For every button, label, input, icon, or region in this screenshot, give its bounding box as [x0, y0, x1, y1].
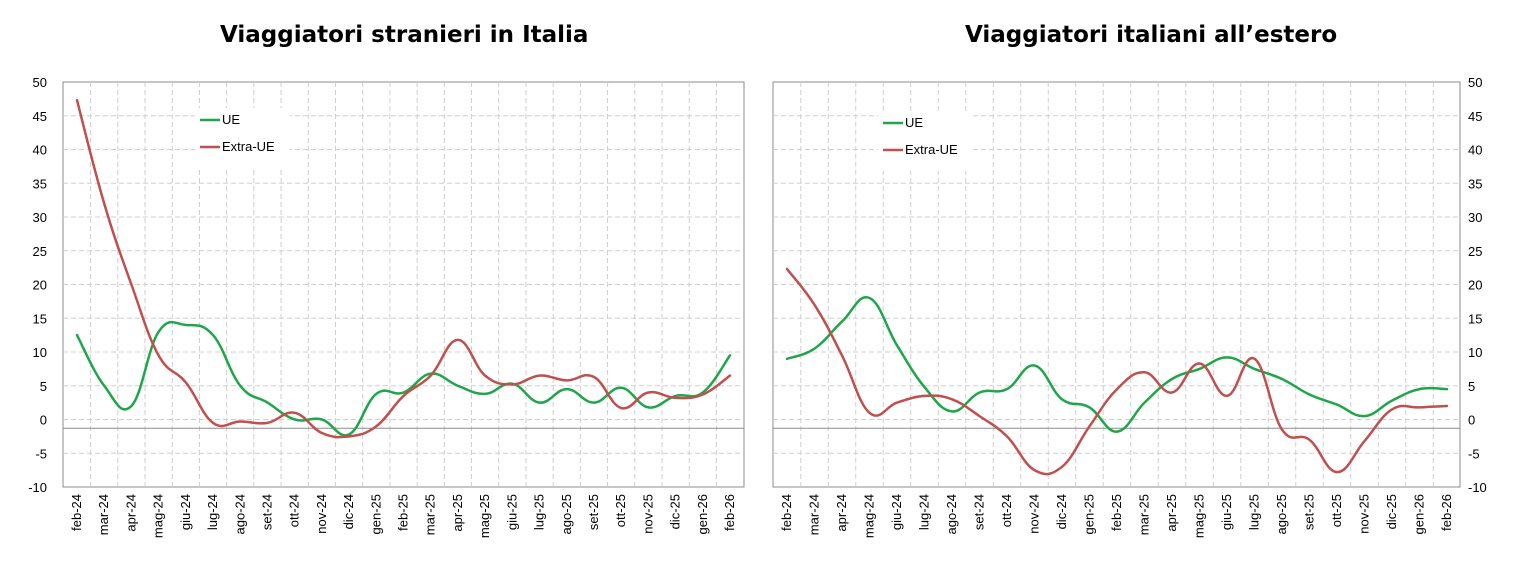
legend-label: UE — [222, 112, 240, 127]
y-tick-label: -5 — [1468, 446, 1480, 461]
y-tick-label: 15 — [33, 311, 47, 326]
series-line-ue — [785, 296, 1449, 433]
x-tick-label: feb-26 — [722, 494, 737, 531]
x-tick-label: set-25 — [586, 494, 601, 530]
x-tick-label: dic-24 — [1054, 494, 1069, 529]
x-tick-label: lug-25 — [1247, 494, 1262, 530]
y-tick-label: 20 — [1468, 278, 1482, 293]
x-tick-label: mar-24 — [96, 494, 111, 535]
x-tick-label: giu-24 — [178, 494, 193, 530]
legend-label: Extra-UE — [222, 139, 275, 154]
x-tick-label: gen-26 — [1412, 494, 1427, 534]
x-tick-label: gen-25 — [368, 494, 383, 534]
x-tick-label: dic-24 — [341, 494, 356, 529]
x-tick-label: ott-25 — [613, 494, 628, 527]
y-tick-label: 50 — [33, 75, 47, 90]
x-tick-label: gen-25 — [1082, 494, 1097, 534]
x-tick-label: mar-25 — [1137, 494, 1152, 535]
chart-title-left: Viaggiatori stranieri in Italia — [220, 22, 589, 48]
y-tick-label: 25 — [1468, 244, 1482, 259]
x-tick-label: lug-24 — [205, 494, 220, 530]
x-tick-label: apr-25 — [450, 494, 465, 532]
y-tick-label: 15 — [1468, 311, 1482, 326]
x-tick-label: set-24 — [972, 494, 987, 530]
x-tick-label: giu-24 — [889, 494, 904, 530]
y-tick-label: 10 — [1468, 345, 1482, 360]
x-tick-label: dic-25 — [1384, 494, 1399, 529]
legend: UE Extra-UE — [195, 108, 290, 168]
y-tick-label: 30 — [33, 210, 47, 225]
x-tick-label: mag-24 — [151, 494, 166, 538]
y-tick-label: 40 — [1468, 143, 1482, 158]
x-tick-label: ago-24 — [944, 494, 959, 534]
x-tick-label: apr-24 — [123, 494, 138, 532]
y-tick-label: 0 — [1468, 413, 1475, 428]
series-line-extra-ue — [785, 267, 1449, 476]
x-tick-label: feb-24 — [779, 494, 794, 531]
x-tick-label: ago-25 — [1274, 494, 1289, 534]
x-tick-label: feb-25 — [1109, 494, 1124, 531]
x-tick-label: feb-25 — [396, 494, 411, 531]
x-tick-label: nov-24 — [1027, 494, 1042, 534]
x-tick-label: lug-25 — [532, 494, 547, 530]
x-tick-label: mag-24 — [862, 494, 877, 538]
y-tick-label: 5 — [1468, 379, 1475, 394]
x-tick-label: ago-25 — [559, 494, 574, 534]
legend-label: UE — [905, 115, 923, 130]
x-tick-label: ott-25 — [1329, 494, 1344, 527]
x-tick-label: nov-25 — [1357, 494, 1372, 534]
x-tick-label: nov-25 — [640, 494, 655, 534]
y-tick-label: 0 — [40, 413, 47, 428]
y-tick-label: -5 — [35, 446, 47, 461]
y-tick-label: -10 — [1468, 480, 1487, 495]
legend-box — [195, 108, 290, 168]
y-tick-label: 5 — [40, 379, 47, 394]
x-tick-label: gen-26 — [695, 494, 710, 534]
legend-label: Extra-UE — [905, 142, 958, 157]
y-tick-label: 20 — [33, 278, 47, 293]
x-tick-label: lug-24 — [917, 494, 932, 530]
series-line-extra-ue — [75, 98, 732, 439]
x-tick-label: apr-24 — [834, 494, 849, 532]
x-tick-label: ott-24 — [999, 494, 1014, 527]
y-tick-label: 35 — [1468, 176, 1482, 191]
x-tick-label: giu-25 — [504, 494, 519, 530]
y-tick-label: 45 — [33, 109, 47, 124]
x-tick-label: mar-25 — [423, 494, 438, 535]
y-tick-label: 30 — [1468, 210, 1482, 225]
x-tick-label: giu-25 — [1219, 494, 1234, 530]
y-tick-label: 40 — [33, 143, 47, 158]
legend: UE Extra-UE — [878, 111, 973, 171]
legend-box — [878, 111, 973, 171]
x-tick-label: ago-24 — [232, 494, 247, 534]
plot-area — [772, 81, 1461, 488]
chart-title-right: Viaggiatori italiani all’estero — [965, 22, 1338, 48]
x-tick-label: mag-25 — [477, 494, 492, 538]
y-tick-label: 10 — [33, 345, 47, 360]
x-tick-label: feb-26 — [1439, 494, 1454, 531]
y-tick-label: 25 — [33, 244, 47, 259]
series-line-ue — [75, 320, 732, 437]
x-tick-label: set-24 — [259, 494, 274, 530]
x-tick-label: nov-24 — [314, 494, 329, 534]
x-tick-label: feb-24 — [69, 494, 84, 531]
y-tick-label: 50 — [1468, 75, 1482, 90]
x-tick-label: mag-25 — [1192, 494, 1207, 538]
x-tick-label: dic-25 — [668, 494, 683, 529]
y-tick-label: 45 — [1468, 109, 1482, 124]
x-tick-label: apr-25 — [1164, 494, 1179, 532]
y-tick-label: 35 — [33, 176, 47, 191]
x-tick-label: ott-24 — [287, 494, 302, 527]
x-tick-label: mar-24 — [807, 494, 822, 535]
y-tick-label: -10 — [28, 480, 47, 495]
x-tick-label: set-25 — [1302, 494, 1317, 530]
